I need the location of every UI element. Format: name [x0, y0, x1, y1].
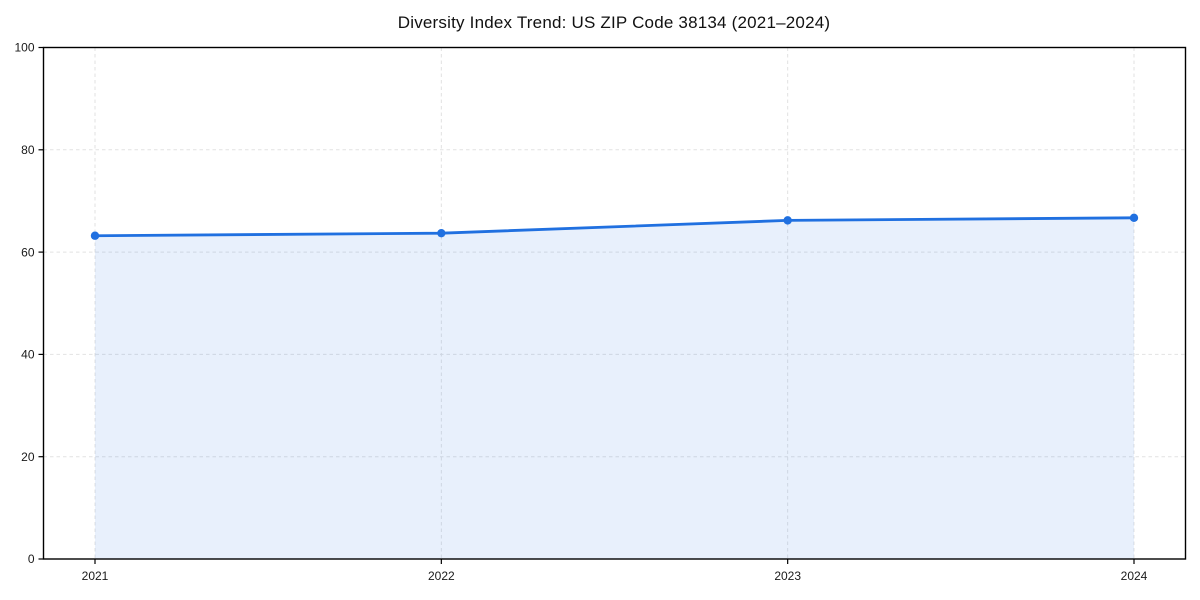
y-tick-label: 80 — [21, 143, 35, 157]
y-tick-label: 0 — [28, 552, 35, 566]
plot-border — [42, 46, 1187, 560]
data-point-2021 — [90, 231, 100, 240]
y-tick-label: 60 — [21, 245, 35, 259]
data-point-2023 — [783, 216, 792, 225]
x-tick-label: 2024 — [1121, 569, 1148, 583]
x-tick-label: 2023 — [774, 569, 801, 583]
area-fill — [95, 217, 1134, 559]
x-tick-label: 2022 — [428, 569, 455, 583]
data-point-2022 — [437, 228, 446, 238]
y-tick-label: 100 — [14, 41, 34, 55]
data-point-2024 — [1129, 213, 1139, 223]
x-tick-label: 2021 — [82, 569, 109, 583]
trend-line — [93, 216, 1136, 238]
y-tick-label: 20 — [21, 450, 35, 464]
chart-title: Diversity Index Trend: US ZIP Code 38134… — [397, 13, 831, 32]
y-tick-label: 40 — [21, 348, 35, 362]
